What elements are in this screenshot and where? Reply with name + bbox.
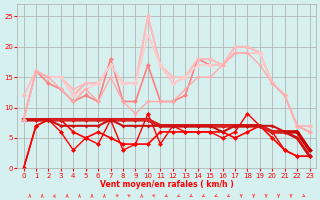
- X-axis label: Vent moyen/en rafales ( km/h ): Vent moyen/en rafales ( km/h ): [100, 180, 234, 189]
